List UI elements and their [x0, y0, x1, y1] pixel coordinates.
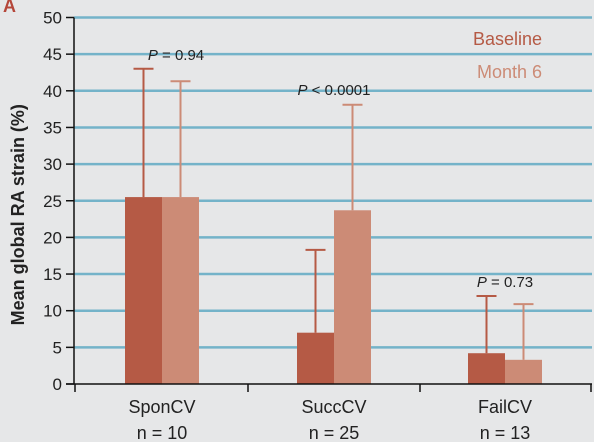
y-tick-label: 10	[43, 302, 62, 321]
p-value-annotation: P = 0.73	[477, 274, 533, 291]
y-tick-label: 30	[43, 155, 62, 174]
y-axis-label: Mean global RA strain (%)	[8, 104, 28, 325]
x-tick-sublabel: n = 13	[480, 423, 531, 442]
legend-item-month6: Month 6	[477, 62, 542, 82]
bar	[468, 353, 505, 384]
y-tick-label: 0	[53, 375, 62, 394]
x-tick-label: SponCV	[128, 397, 195, 417]
y-tick-label: 20	[43, 228, 62, 247]
x-tick-sublabel: n = 25	[309, 423, 360, 442]
bar	[162, 197, 199, 384]
p-value-annotation: P = 0.94	[148, 47, 204, 64]
y-tick-label: 15	[43, 265, 62, 284]
legend-item-baseline: Baseline	[473, 29, 542, 49]
x-tick-label: FailCV	[478, 397, 532, 417]
x-tick-sublabel: n = 10	[137, 423, 188, 442]
y-tick-label: 45	[43, 45, 62, 64]
bar	[334, 210, 371, 384]
x-tick-label: SuccCV	[301, 397, 366, 417]
p-value-annotation: P < 0.0001	[298, 82, 371, 99]
y-tick-label: 50	[43, 9, 62, 28]
y-tick-label: 35	[43, 118, 62, 137]
y-tick-label: 5	[53, 338, 62, 357]
bar	[297, 332, 334, 384]
bar	[125, 197, 162, 384]
panel-label: A	[3, 0, 16, 16]
y-tick-label: 40	[43, 82, 62, 101]
y-tick-label: 25	[43, 192, 62, 211]
bar	[505, 359, 542, 384]
